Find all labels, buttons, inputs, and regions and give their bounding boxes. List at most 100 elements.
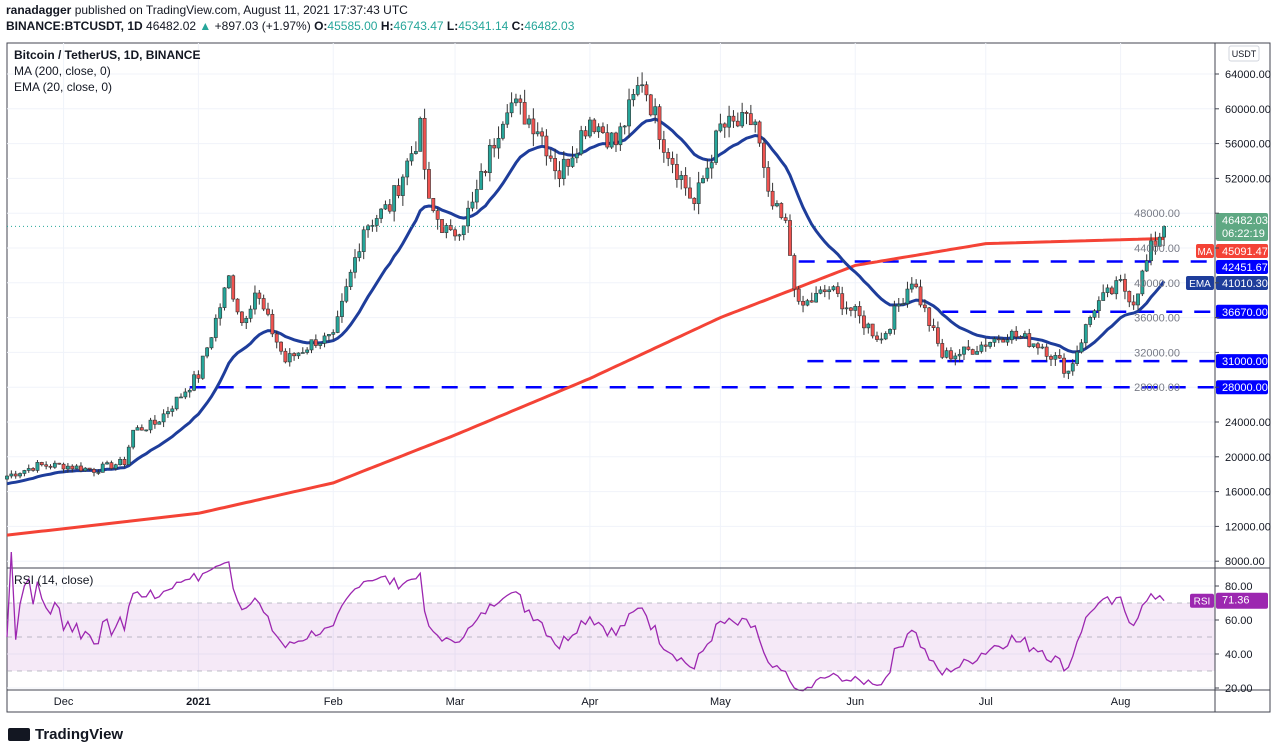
candle-body xyxy=(566,158,571,167)
candle xyxy=(909,277,914,293)
candle-body xyxy=(731,115,736,122)
candle-body xyxy=(231,275,236,300)
change: +897.03 (+1.97%) xyxy=(214,19,311,33)
candle-body xyxy=(253,292,257,310)
candle-body xyxy=(1140,270,1145,295)
candle-body xyxy=(161,413,166,423)
candle-body xyxy=(57,462,62,465)
candle-body xyxy=(209,337,214,349)
level-label: 28000.00 xyxy=(1222,382,1268,394)
candle-body xyxy=(970,349,975,355)
candle-body xyxy=(92,469,96,473)
candle xyxy=(714,129,718,166)
candle xyxy=(305,347,310,355)
candle xyxy=(200,355,205,380)
candle xyxy=(892,300,897,335)
candle-body xyxy=(918,286,923,306)
candle xyxy=(209,337,214,350)
candle-body xyxy=(818,289,823,294)
publisher[interactable]: ranadagger xyxy=(6,3,72,17)
candle xyxy=(422,108,427,180)
candle xyxy=(222,287,227,311)
candle-body xyxy=(509,102,514,114)
candle-body xyxy=(196,374,201,379)
candle xyxy=(240,311,244,326)
candle-body xyxy=(487,144,492,174)
last-price: 46482.02 xyxy=(146,19,197,33)
ma200-line xyxy=(6,237,1165,537)
candle xyxy=(396,178,401,199)
candle xyxy=(331,329,336,340)
candle xyxy=(779,202,784,220)
candle xyxy=(300,347,305,354)
candle-body xyxy=(757,121,762,144)
candle-body xyxy=(322,335,327,344)
candle-body xyxy=(1040,346,1045,349)
candle-body xyxy=(1022,333,1027,338)
candle xyxy=(83,467,88,472)
candle xyxy=(487,139,492,182)
candle-body xyxy=(518,98,523,103)
candle xyxy=(740,102,745,128)
candle xyxy=(683,167,688,196)
rsi-legend[interactable]: RSI (14, close) xyxy=(14,573,94,587)
candle xyxy=(57,462,62,465)
candle xyxy=(1005,334,1010,346)
candle xyxy=(379,208,384,224)
candle xyxy=(105,460,109,465)
candle xyxy=(9,470,14,479)
ema-legend[interactable]: EMA (20, close, 0) xyxy=(14,80,113,94)
candle xyxy=(383,200,388,210)
candle-body xyxy=(400,176,405,196)
candle-body xyxy=(348,271,353,287)
candle xyxy=(270,309,275,338)
candle-body xyxy=(257,292,262,299)
candle-body xyxy=(883,333,888,340)
candle-body xyxy=(183,391,188,398)
candle xyxy=(474,179,479,210)
candle xyxy=(522,89,527,125)
candle-body xyxy=(879,338,884,341)
candle xyxy=(931,318,936,331)
candle-body xyxy=(366,225,370,231)
candle-body xyxy=(113,464,118,469)
candle-body xyxy=(109,462,114,469)
candle-body xyxy=(540,131,544,137)
candle-body xyxy=(1031,343,1036,347)
candle-body xyxy=(1036,343,1040,349)
candle-body xyxy=(144,429,149,432)
candle-body xyxy=(353,257,357,273)
candle xyxy=(809,292,814,303)
candle xyxy=(518,94,523,115)
candle xyxy=(1123,273,1127,300)
candle-body xyxy=(579,130,584,155)
candle xyxy=(74,464,79,470)
candle xyxy=(888,328,892,336)
candle-body xyxy=(131,429,136,448)
ema-name-badge xyxy=(1186,276,1214,290)
candle-body xyxy=(370,225,375,227)
candle-body xyxy=(627,99,631,127)
candle-body xyxy=(888,329,892,334)
candle xyxy=(279,341,283,355)
candle xyxy=(192,370,196,392)
ma-legend[interactable]: MA (200, close, 0) xyxy=(14,64,111,78)
tradingview-logo[interactable]: TradingView xyxy=(8,726,123,743)
candle xyxy=(35,460,40,473)
time-tick-label: Dec xyxy=(54,696,74,708)
candle-body xyxy=(396,185,401,196)
candle xyxy=(792,253,797,298)
candle xyxy=(775,200,779,208)
candle xyxy=(666,148,671,167)
candle-body xyxy=(479,171,484,190)
candle xyxy=(253,285,257,315)
candle-body xyxy=(466,207,471,227)
candle-body xyxy=(296,352,301,357)
candle-body xyxy=(1070,363,1075,372)
candle xyxy=(992,336,997,347)
candle xyxy=(31,467,36,472)
candle-body xyxy=(1127,290,1132,303)
candle xyxy=(340,293,344,323)
candle xyxy=(627,88,631,139)
